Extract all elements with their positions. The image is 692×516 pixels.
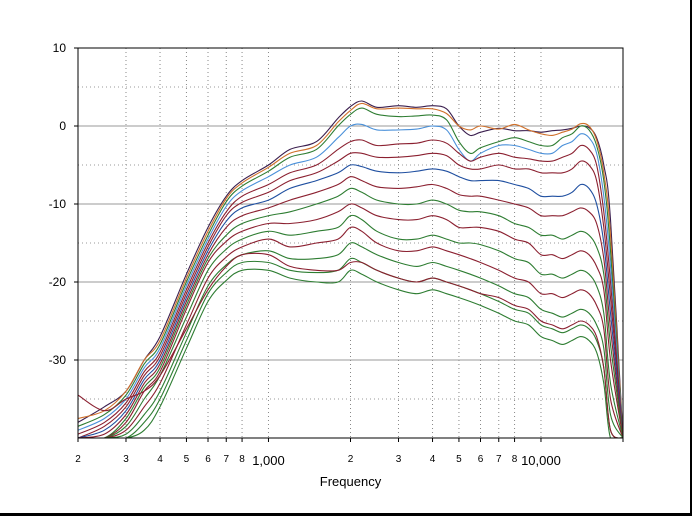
x-tick-label-15: 10,000 [521,453,561,468]
x-tick-label-3: 5 [184,454,190,465]
series-line-4 [78,123,623,438]
series-line-2 [78,102,623,438]
series-line-11 [78,214,623,438]
series-line-15 [78,268,623,438]
y-tick-label-0: 10 [53,41,67,55]
y-tick-label-2: -10 [49,197,67,211]
series-line-10 [78,203,623,438]
x-tick-label-0: 2 [75,454,81,465]
y-tick-label-1: 0 [59,119,66,133]
x-tick-label-13: 7 [496,454,502,465]
series-line-7 [78,164,623,438]
series-line-5 [78,139,623,438]
x-tick-label-7: 1,000 [252,453,285,468]
x-axis-label: Frequency [320,474,382,489]
x-tick-label-4: 6 [205,454,211,465]
x-tick-label-12: 6 [478,454,484,465]
series-line-12 [78,226,623,438]
y-tick-label-4: -30 [49,353,67,367]
series-lines [78,100,623,438]
series-line-8 [78,176,623,438]
series-line-16 [78,252,623,438]
series-line-1 [78,100,623,438]
x-tick-label-10: 4 [430,454,436,465]
x-tick-label-8: 2 [348,454,354,465]
series-line-3 [78,107,623,438]
x-tick-label-2: 4 [157,454,163,465]
series-line-13 [78,242,623,438]
x-tick-label-11: 5 [456,454,462,465]
x-tick-label-9: 3 [396,454,402,465]
series-line-9 [78,187,623,438]
series-line-6 [78,152,623,438]
x-axis-ticks: 2 3 4 5 6 7 8 1,000 2 3 4 5 6 7 8 10,000 [75,438,624,468]
y-axis-ticks: 10 0 -10 -20 -30 [49,41,78,367]
x-tick-label-14: 8 [512,454,518,465]
x-tick-label-1: 3 [123,454,129,465]
x-tick-label-6: 8 [239,454,245,465]
x-tick-label-5: 7 [223,454,229,465]
y-tick-label-3: -20 [49,275,67,289]
